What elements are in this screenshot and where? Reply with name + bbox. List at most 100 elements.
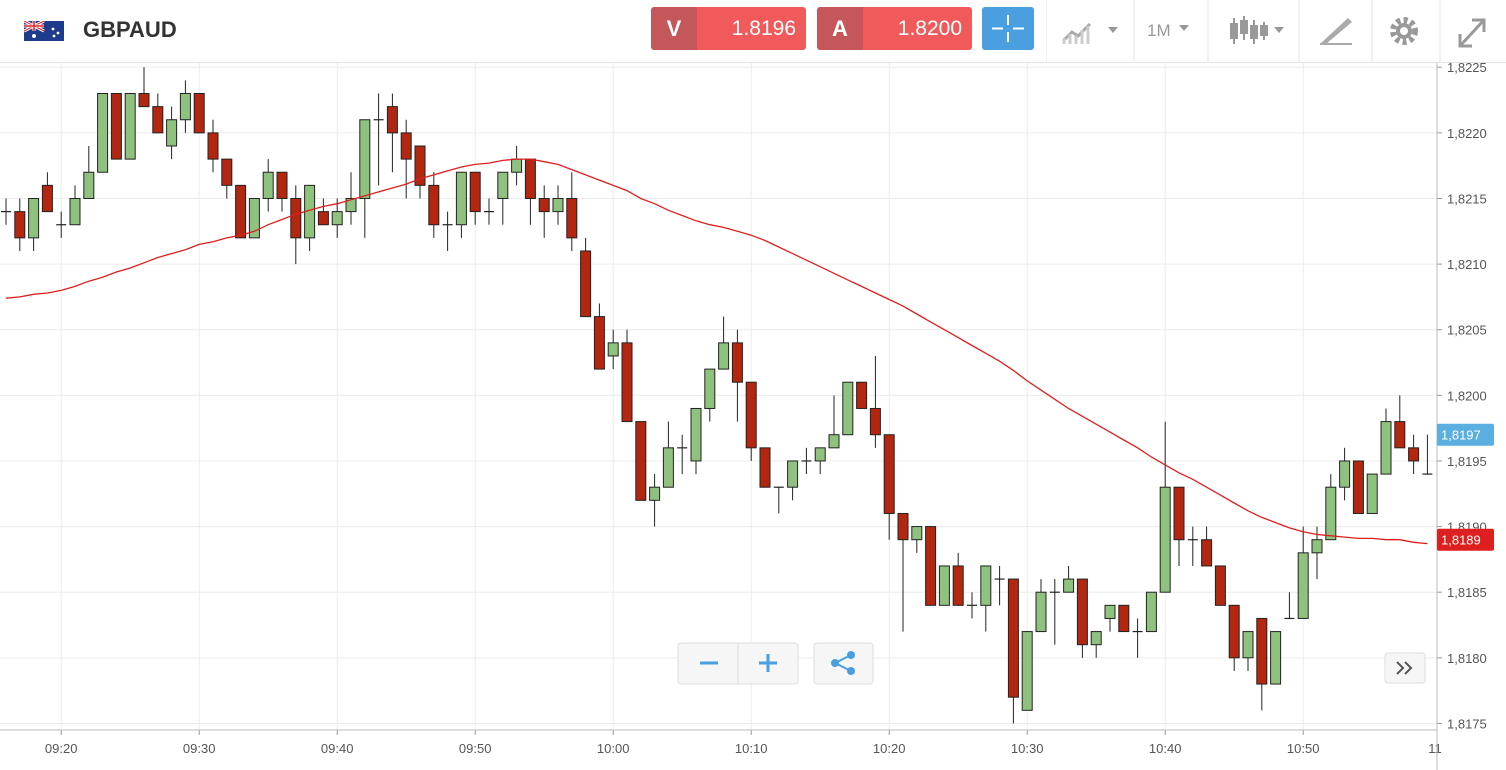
candle-body	[193, 92, 205, 134]
current-price-badge	[1437, 423, 1494, 446]
candle-body	[552, 197, 564, 213]
y-tick-label: 1,8225	[1447, 60, 1487, 75]
candle-body	[828, 434, 840, 449]
candle-body	[883, 434, 895, 514]
candle-body	[124, 92, 136, 160]
candle-body	[842, 381, 854, 436]
candle-body	[731, 342, 743, 383]
candle-body	[359, 119, 371, 199]
candle-body	[1159, 486, 1171, 593]
candle-body	[152, 106, 164, 134]
candle-body	[28, 197, 40, 239]
candle-body	[938, 565, 950, 606]
moving-average-badge	[1437, 528, 1494, 551]
y-tick-label: 1,8205	[1447, 323, 1487, 338]
candle-body	[1118, 604, 1130, 633]
x-tick-label: 09:20	[45, 741, 78, 756]
zoom-controls	[677, 642, 874, 685]
candle-body	[607, 342, 619, 357]
candle-body	[1256, 617, 1268, 685]
candle-body	[635, 421, 647, 501]
y-tick-label: 1,8185	[1447, 585, 1487, 600]
candle-body	[97, 92, 109, 173]
candle-body	[400, 132, 412, 160]
candle-body	[566, 197, 578, 239]
buy-label: A	[817, 7, 863, 50]
candle-body	[1104, 604, 1116, 619]
candle-body	[690, 407, 702, 462]
candle-body	[235, 184, 247, 239]
current-price-badge-label: 1,8197	[1441, 428, 1481, 443]
y-tick-label: 1,8180	[1447, 651, 1487, 666]
candle-body	[856, 381, 868, 409]
crosshair-button[interactable]	[982, 7, 1034, 50]
candle-body	[345, 197, 357, 213]
candle-body	[745, 381, 757, 449]
candle-body	[1270, 631, 1282, 685]
drawing-button[interactable]	[1320, 18, 1352, 45]
candle-body	[621, 342, 633, 423]
x-tick-label: 09:30	[183, 741, 216, 756]
candle-body	[662, 447, 674, 488]
y-tick-label: 1,8220	[1447, 126, 1487, 141]
buy-price: 1.8200	[863, 7, 972, 50]
candle-body	[469, 171, 481, 213]
settings-button[interactable]	[1390, 17, 1418, 45]
candle-body	[455, 171, 467, 226]
candle-body	[1311, 539, 1323, 554]
buy-button[interactable]: A 1.8200	[817, 7, 972, 50]
candle-body	[248, 197, 260, 239]
x-tick-label: 10:10	[735, 741, 768, 756]
candle-body	[262, 171, 274, 199]
scroll-right-button[interactable]	[1384, 652, 1426, 684]
candle-body	[1408, 447, 1420, 462]
x-tick-label: 09:50	[459, 741, 492, 756]
flag-icon	[24, 21, 64, 41]
candle-body	[138, 92, 150, 108]
candle-body	[1076, 578, 1088, 646]
candle-body	[1297, 552, 1309, 619]
candle-body	[897, 512, 909, 541]
candle-body	[166, 119, 178, 147]
share-button[interactable]	[831, 651, 855, 675]
candle-body	[179, 92, 191, 121]
candle-body	[317, 211, 329, 226]
candle-body	[1063, 578, 1075, 593]
moving-average-line	[5, 158, 1428, 545]
symbol: GBPAUD	[83, 17, 177, 42]
fullscreen-button[interactable]	[1458, 18, 1486, 48]
chart-type-button[interactable]	[1062, 22, 1118, 44]
y-tick-label: 1,8200	[1447, 388, 1487, 403]
candle-body	[952, 565, 964, 606]
candle-body	[497, 171, 509, 199]
candle-body	[290, 197, 302, 239]
sell-button[interactable]: V 1.8196	[651, 7, 806, 50]
candle-body	[1394, 421, 1406, 449]
x-tick-label: 10:00	[597, 741, 630, 756]
candle-body	[414, 145, 426, 186]
candle-body	[1173, 486, 1185, 541]
sell-label: V	[651, 7, 697, 50]
candle-body	[1366, 473, 1378, 514]
y-tick-label: 1,8215	[1447, 191, 1487, 206]
candle-body	[511, 158, 523, 173]
x-tick-label: 10:40	[1149, 741, 1182, 756]
candle-body	[787, 460, 799, 488]
candle-body	[428, 184, 440, 226]
zoom-in-button[interactable]	[759, 654, 777, 672]
candle-body	[41, 184, 53, 213]
timeframe[interactable]: 1M	[1147, 21, 1171, 40]
candle-body	[649, 486, 661, 501]
x-tick-label: 10:50	[1287, 741, 1320, 756]
y-tick-label: 1,8210	[1447, 257, 1487, 272]
toolbar: GBPAUD V 1.8196 A 1.8200 1M	[0, 0, 1506, 63]
x-tick-label: 10:20	[873, 741, 906, 756]
moving-average-badge-label: 1,8189	[1441, 533, 1481, 548]
candle-body	[14, 211, 26, 239]
x-tick-label: 11	[1428, 741, 1442, 756]
candle-type-button[interactable]	[1230, 16, 1268, 44]
y-tick-label: 1,8195	[1447, 454, 1487, 469]
candle-body	[1201, 539, 1213, 567]
candle-body	[83, 171, 95, 199]
